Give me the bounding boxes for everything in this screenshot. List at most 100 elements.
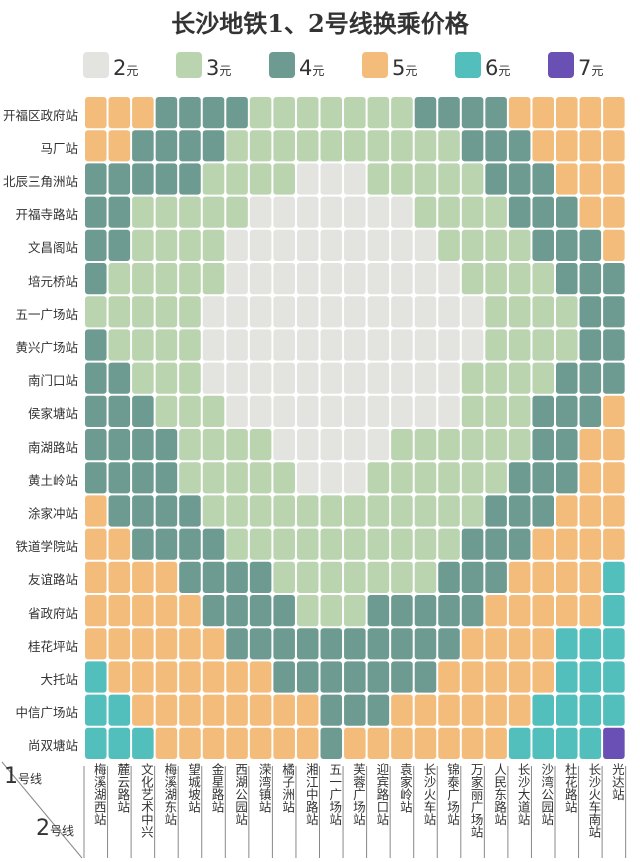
heatmap-cell bbox=[179, 196, 201, 228]
heatmap-cell bbox=[461, 727, 484, 759]
heatmap-cell bbox=[296, 163, 319, 195]
heatmap-cell bbox=[603, 628, 625, 660]
heatmap-cell bbox=[155, 97, 178, 129]
heatmap-cell bbox=[556, 229, 578, 261]
heatmap-cell bbox=[532, 362, 554, 394]
legend-label: 5元 bbox=[392, 56, 417, 80]
heatmap-cell bbox=[414, 661, 437, 693]
legend-label-unit: 元 bbox=[405, 64, 418, 78]
heatmap-cell bbox=[179, 727, 201, 759]
heatmap-cell bbox=[202, 462, 225, 494]
heatmap-cell bbox=[344, 561, 366, 593]
heatmap-cell bbox=[367, 628, 390, 660]
heatmap-cell bbox=[85, 495, 107, 527]
heatmap-cell bbox=[226, 661, 248, 693]
heatmap-cell bbox=[85, 462, 107, 494]
heatmap-cell bbox=[344, 163, 366, 195]
legend-swatch bbox=[548, 52, 574, 78]
column-label: 迎宾路口站 bbox=[374, 763, 390, 826]
heatmap-cell bbox=[202, 329, 225, 361]
heatmap-cell bbox=[461, 362, 484, 394]
heatmap-cell bbox=[249, 196, 272, 228]
heatmap-cell bbox=[603, 495, 625, 527]
heatmap-cell bbox=[226, 561, 248, 593]
column-label: 光达站 bbox=[609, 763, 625, 801]
heatmap-cell bbox=[296, 229, 319, 261]
heatmap-cell bbox=[532, 329, 554, 361]
heatmap-cell bbox=[532, 595, 554, 627]
heatmap-cell bbox=[249, 727, 272, 759]
heatmap-cell bbox=[556, 196, 578, 228]
column-label: 湘江中路站 bbox=[303, 763, 319, 826]
row-label: 黄兴广场站 bbox=[15, 340, 78, 355]
heatmap-cell bbox=[85, 130, 107, 162]
heatmap-cell bbox=[508, 263, 531, 295]
legend-label: 6元 bbox=[485, 56, 510, 80]
heatmap-cell bbox=[367, 130, 390, 162]
heatmap-cell bbox=[226, 495, 248, 527]
row-label: 南湖路站 bbox=[27, 439, 78, 455]
heatmap-cell bbox=[108, 694, 131, 726]
heatmap-cell bbox=[155, 296, 178, 328]
row-label: 五一广场站 bbox=[15, 306, 78, 322]
heatmap-cell bbox=[485, 462, 507, 494]
column-label: 人民东路站 bbox=[492, 763, 508, 826]
heatmap-cell bbox=[273, 429, 295, 461]
heatmap-cell bbox=[438, 196, 460, 228]
heatmap-cell bbox=[603, 661, 625, 693]
heatmap-cell bbox=[108, 196, 131, 228]
heatmap-cell bbox=[391, 429, 413, 461]
heatmap-cell bbox=[155, 561, 178, 593]
column-label: 万家丽广场站 bbox=[468, 763, 484, 838]
heatmap-cell bbox=[132, 296, 154, 328]
heatmap-cell bbox=[508, 661, 531, 693]
heatmap-cell bbox=[461, 229, 484, 261]
heatmap-cell bbox=[132, 727, 154, 759]
heatmap-cell bbox=[249, 462, 272, 494]
row-label: 大托站 bbox=[40, 672, 78, 687]
heatmap-cell bbox=[508, 595, 531, 627]
heatmap-cell bbox=[155, 694, 178, 726]
heatmap-cell bbox=[179, 229, 201, 261]
heatmap-cell bbox=[108, 362, 131, 394]
heatmap-cell bbox=[132, 628, 154, 660]
heatmap-cell bbox=[155, 329, 178, 361]
legend-label-number: 3 bbox=[206, 56, 220, 80]
heatmap-cell bbox=[202, 229, 225, 261]
heatmap-cell bbox=[508, 628, 531, 660]
heatmap-cell bbox=[249, 229, 272, 261]
heatmap-cell bbox=[414, 727, 437, 759]
heatmap-cell bbox=[461, 628, 484, 660]
column-label: 橘子洲站 bbox=[280, 763, 296, 813]
heatmap-cell bbox=[579, 329, 602, 361]
heatmap-cell bbox=[296, 362, 319, 394]
heatmap-cell bbox=[296, 561, 319, 593]
heatmap-cell bbox=[132, 263, 154, 295]
heatmap-cell bbox=[414, 628, 437, 660]
heatmap-cell bbox=[461, 97, 484, 129]
heatmap-cell bbox=[132, 163, 154, 195]
heatmap-cell bbox=[461, 528, 484, 560]
legend-label-unit: 元 bbox=[219, 64, 232, 78]
heatmap-cell bbox=[391, 727, 413, 759]
heatmap-cell bbox=[320, 462, 343, 494]
heatmap-cell bbox=[508, 229, 531, 261]
heatmap-cell bbox=[438, 296, 460, 328]
heatmap-cell bbox=[461, 130, 484, 162]
heatmap-cell bbox=[367, 296, 390, 328]
heatmap-cell bbox=[249, 329, 272, 361]
row-label: 尚双塘站 bbox=[27, 738, 78, 754]
heatmap-cell bbox=[296, 462, 319, 494]
heatmap-cell bbox=[320, 495, 343, 527]
heatmap-cell bbox=[179, 263, 201, 295]
heatmap-cell bbox=[508, 97, 531, 129]
heatmap-cell bbox=[485, 229, 507, 261]
heatmap-cell bbox=[556, 362, 578, 394]
heatmap-cell bbox=[296, 296, 319, 328]
heatmap-cell bbox=[132, 462, 154, 494]
heatmap-cell bbox=[391, 329, 413, 361]
heatmap-cell bbox=[485, 395, 507, 427]
heatmap-cell bbox=[85, 163, 107, 195]
heatmap-cell bbox=[296, 727, 319, 759]
heatmap-cell bbox=[532, 296, 554, 328]
